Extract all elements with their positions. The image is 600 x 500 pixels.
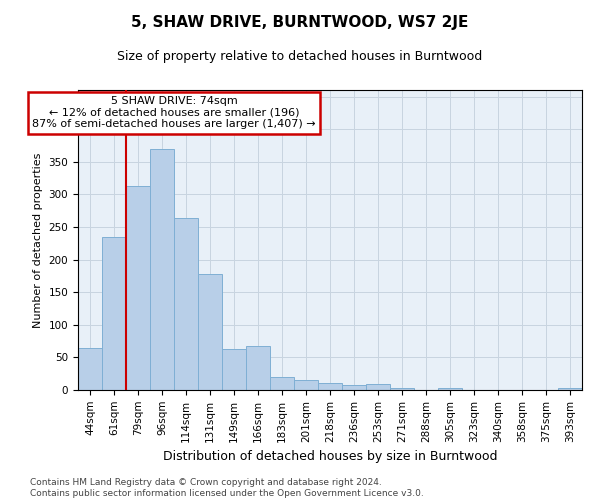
Bar	[246, 346, 270, 390]
Bar	[366, 384, 390, 390]
Bar	[102, 236, 126, 390]
Text: Contains HM Land Registry data © Crown copyright and database right 2024.
Contai: Contains HM Land Registry data © Crown c…	[30, 478, 424, 498]
Bar	[342, 386, 366, 390]
Bar	[198, 274, 222, 390]
Bar	[222, 349, 246, 390]
Bar	[558, 388, 582, 390]
X-axis label: Distribution of detached houses by size in Burntwood: Distribution of detached houses by size …	[163, 450, 497, 463]
Y-axis label: Number of detached properties: Number of detached properties	[33, 152, 43, 328]
Bar	[270, 377, 294, 390]
Text: 5 SHAW DRIVE: 74sqm
← 12% of detached houses are smaller (196)
87% of semi-detac: 5 SHAW DRIVE: 74sqm ← 12% of detached ho…	[32, 96, 316, 130]
Text: 5, SHAW DRIVE, BURNTWOOD, WS7 2JE: 5, SHAW DRIVE, BURNTWOOD, WS7 2JE	[131, 15, 469, 30]
Bar	[78, 348, 102, 390]
Bar	[390, 388, 414, 390]
Bar	[294, 380, 318, 390]
Bar	[318, 384, 342, 390]
Bar	[150, 148, 174, 390]
Text: Size of property relative to detached houses in Burntwood: Size of property relative to detached ho…	[118, 50, 482, 63]
Bar	[174, 218, 198, 390]
Bar	[126, 186, 150, 390]
Bar	[438, 388, 462, 390]
